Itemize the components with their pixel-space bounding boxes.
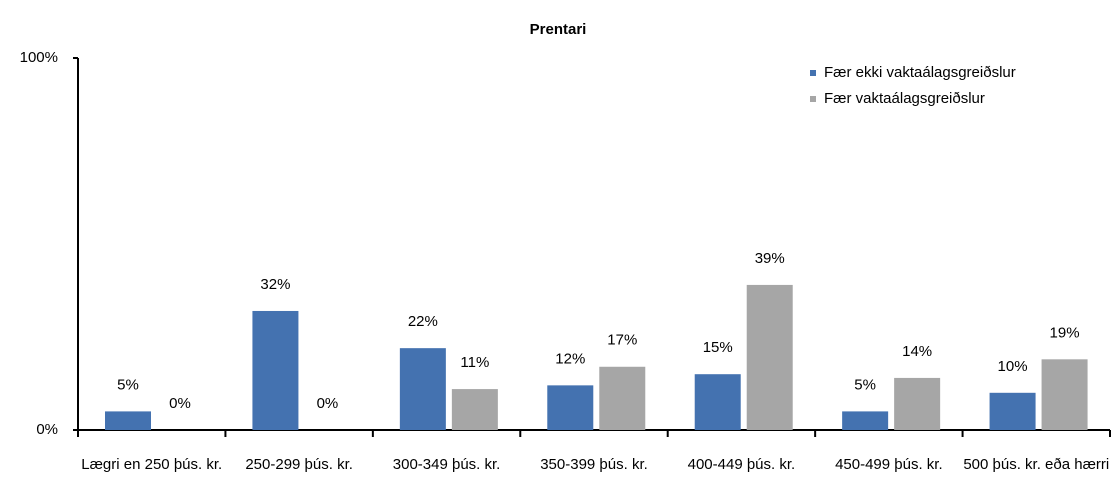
legend-marker bbox=[810, 70, 816, 76]
y-tick-label: 100% bbox=[20, 49, 58, 66]
data-label: 10% bbox=[998, 358, 1028, 375]
bar bbox=[894, 377, 941, 430]
data-label: 14% bbox=[902, 343, 932, 360]
data-label: 11% bbox=[460, 354, 489, 371]
y-tick-label: 0% bbox=[36, 421, 58, 438]
x-tick-label: 450-499 þús. kr. bbox=[835, 456, 943, 473]
bar bbox=[599, 366, 646, 430]
bar bbox=[1041, 359, 1088, 430]
bar bbox=[451, 389, 498, 430]
data-label: 5% bbox=[117, 376, 139, 393]
bar bbox=[989, 392, 1036, 430]
x-tick-label: 300-349 þús. kr. bbox=[392, 456, 501, 473]
bar bbox=[842, 411, 889, 430]
data-label: 22% bbox=[408, 313, 438, 330]
data-label: 39% bbox=[755, 250, 785, 267]
bar bbox=[547, 385, 594, 430]
x-tick-label: Lægri en 250 þús. kr. bbox=[81, 456, 223, 473]
data-label: 15% bbox=[703, 339, 733, 356]
legend-label: Fær ekki vaktaálagsgreiðslur bbox=[824, 64, 1016, 81]
data-label: 32% bbox=[260, 276, 290, 293]
x-tick-label: 350-399 þús. kr. bbox=[540, 456, 648, 473]
bar bbox=[694, 374, 741, 430]
bar bbox=[105, 411, 151, 430]
legend-marker bbox=[810, 96, 816, 102]
x-tick-label: 400-449 þús. kr. bbox=[687, 456, 796, 473]
bar bbox=[399, 348, 446, 430]
chart-title: Prentari bbox=[530, 21, 587, 38]
data-label: 12% bbox=[555, 350, 585, 367]
data-label: 0% bbox=[169, 395, 191, 412]
data-label: 17% bbox=[607, 332, 637, 349]
x-tick-label: 250-299 þús. kr. bbox=[245, 456, 353, 473]
legend-label: Fær vaktaálagsgreiðslur bbox=[824, 90, 985, 107]
data-label: 0% bbox=[317, 395, 339, 412]
bar bbox=[746, 284, 793, 430]
data-label: 19% bbox=[1050, 324, 1080, 341]
x-tick-label: 500 þús. kr. eða hærri bbox=[963, 456, 1110, 473]
data-label: 5% bbox=[854, 376, 876, 393]
bar bbox=[252, 310, 299, 430]
